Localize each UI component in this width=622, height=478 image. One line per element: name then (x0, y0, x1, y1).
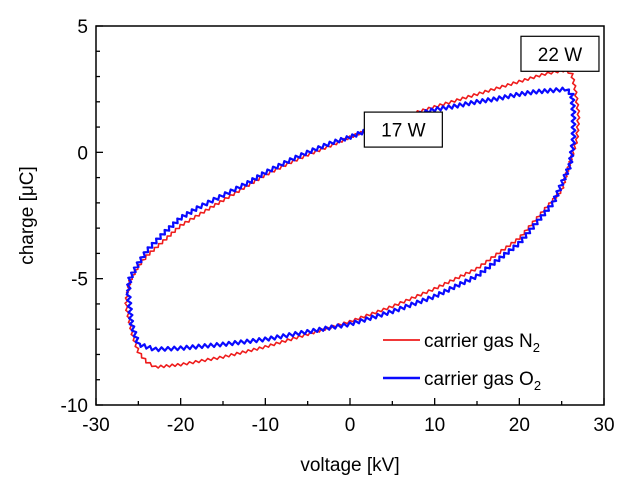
y-tick-label: -10 (61, 396, 88, 417)
series-line-n2 (123, 68, 581, 369)
series-layer (123, 68, 581, 369)
legend: carrier gas N2 carrier gas O2 (383, 331, 541, 393)
y-tick-labels: 5 0 -5 -10 (61, 17, 88, 417)
legend-label: carrier gas O2 (424, 369, 541, 393)
x-tick-label: 0 (345, 415, 356, 436)
annotation-box (363, 111, 443, 148)
legend-label: carrier gas N2 (424, 331, 540, 355)
y-tick-label: 0 (77, 143, 88, 164)
x-axis-label: voltage [kV] (300, 455, 399, 476)
x-tick-label: -10 (252, 415, 279, 436)
annotation-label: 22 W (538, 45, 582, 66)
x-tick-label: 20 (509, 415, 530, 436)
y-tick-label: 5 (77, 17, 88, 38)
x-tick-label: 10 (424, 415, 445, 436)
x-tick-label: -20 (167, 415, 194, 436)
y-tick-label: -5 (71, 270, 88, 291)
x-tick-label: 30 (593, 415, 614, 436)
series-line-o2 (125, 86, 577, 353)
annotations: 22 W 17 W (363, 35, 600, 148)
y-axis-label: charge [μC] (17, 166, 38, 265)
annotation-label: 17 W (381, 121, 425, 142)
annotation-box (520, 35, 600, 72)
x-tick-label: -30 (82, 415, 109, 436)
axis-ticks (95, 25, 605, 406)
x-tick-labels: -30 -20 -10 0 10 20 30 (82, 415, 614, 436)
